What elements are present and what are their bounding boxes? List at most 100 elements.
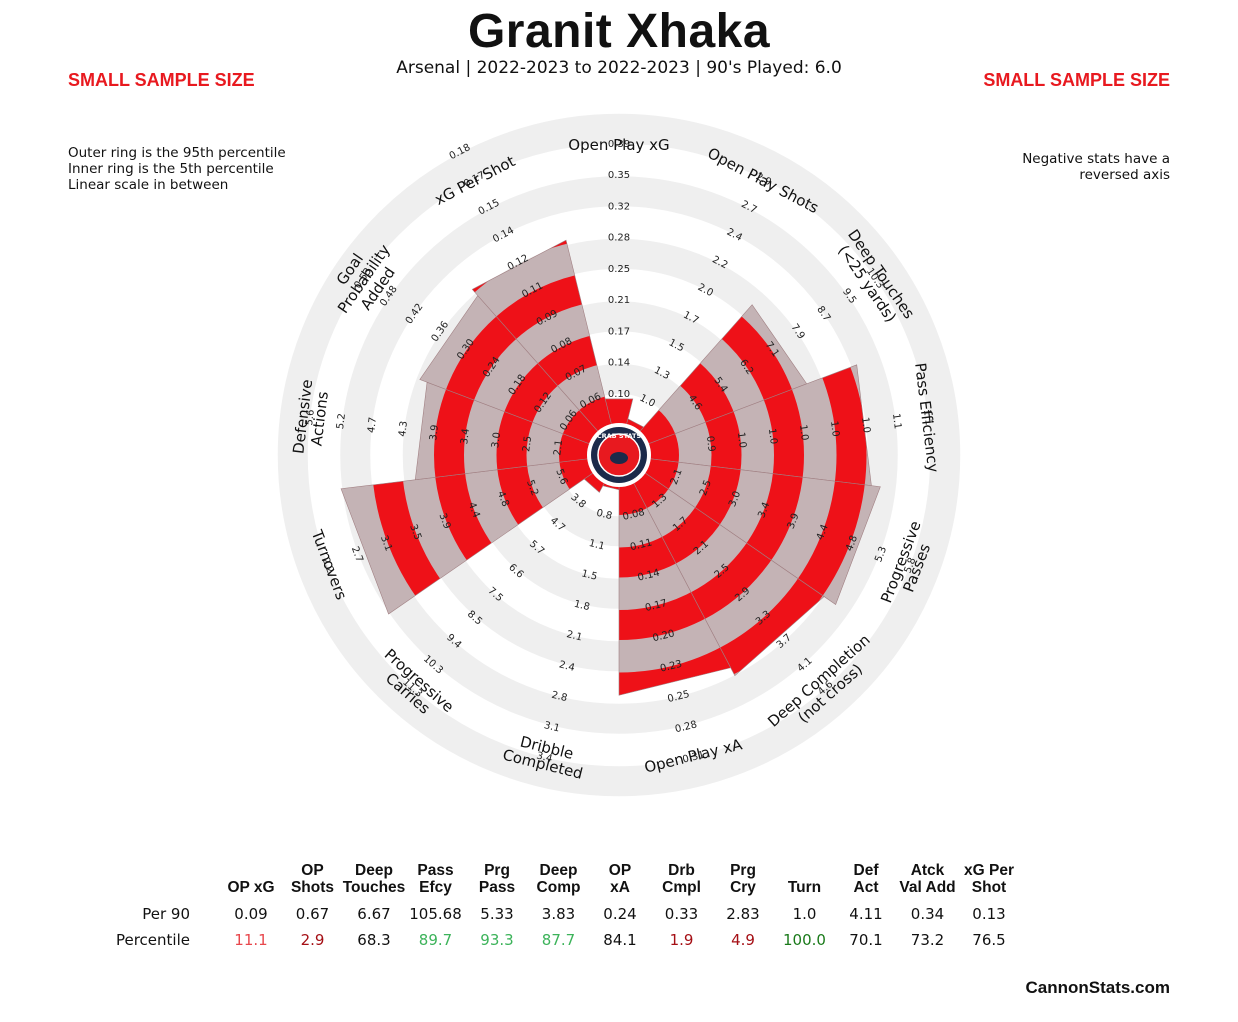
radar-slice-fill	[472, 240, 619, 455]
logo-text: CRAB STATS	[597, 432, 642, 440]
table-row-label: Per 90	[142, 905, 190, 923]
table-header: OP xA	[580, 862, 660, 896]
radar-slice-band	[559, 395, 619, 480]
radar-slice-band	[605, 398, 633, 455]
table-header: Atck Val Add	[888, 862, 968, 896]
tick-label: 0.31	[681, 750, 705, 766]
negative-stats-note-line: Negative stats have a	[1022, 151, 1170, 167]
tick-label: 0.28	[608, 233, 630, 244]
table-header-line: Shots	[290, 879, 335, 896]
negative-stats-note-line: reversed axis	[1079, 167, 1170, 183]
radar-slice	[472, 240, 619, 455]
table-header: OP xG	[211, 862, 291, 896]
tick-label: 3.1	[543, 720, 561, 734]
sample-size-warning-right: SMALL SAMPLE SIZE	[983, 70, 1170, 90]
tick-label: 4.8	[844, 534, 860, 553]
metric-label: Open Play xG	[568, 136, 669, 154]
table-cell: 105.68	[409, 905, 462, 923]
tick-label: 2.1	[565, 629, 583, 643]
table-header: xG Per Shot	[949, 862, 1029, 896]
table-cell: 2.9	[300, 931, 325, 949]
table-cell: 2.83	[726, 905, 760, 923]
table-header-line: Turn	[787, 879, 822, 896]
team-season-subtitle: Arsenal | 2022-2023 to 2022-2023 | 90's …	[396, 58, 842, 78]
tick-label: 3.5	[407, 523, 423, 542]
tick-label: 2.5	[521, 435, 534, 452]
table-cell: 76.5	[972, 931, 1006, 949]
radar-slice	[619, 364, 872, 486]
radar-slice-band	[434, 382, 619, 480]
tick-label: 2.5	[698, 479, 714, 498]
tick-label: 0.14	[608, 358, 630, 369]
tick-label: 4.7	[366, 417, 379, 434]
tick-label: 1.1	[890, 413, 903, 430]
radar-slice-band	[619, 364, 742, 486]
table-header-line: Val Add	[899, 879, 956, 896]
table-cell: 0.09	[234, 905, 268, 923]
tick-label: 0.35	[608, 170, 630, 181]
negative-stats-note: Negative stats have a reversed axis	[1022, 151, 1170, 183]
radar-slice	[619, 304, 807, 455]
radar-slice	[619, 455, 881, 605]
table-header: Deep Touches	[334, 862, 414, 896]
tick-label: 1.0	[859, 417, 872, 434]
radar-slice-band	[619, 395, 679, 486]
radar-slice	[341, 455, 619, 615]
table-cell: 5.33	[480, 905, 514, 923]
radar-slice-outline	[471, 239, 620, 456]
table-header: Def Act	[826, 862, 906, 896]
tick-label: 3.4	[459, 428, 472, 445]
tick-label: 2.7	[349, 545, 365, 564]
table-header: Drb Cmpl	[642, 862, 722, 896]
site-credit: CannonStats.com	[1025, 978, 1170, 997]
table-header-line: Atck	[910, 862, 945, 879]
tick-label: 4.3	[397, 420, 410, 437]
tick-label: 1.0	[828, 420, 841, 437]
scale-note-line: Inner ring is the 5th percentile	[68, 161, 274, 177]
tick-label: 0.11	[629, 537, 653, 553]
tick-label: 0.8	[595, 508, 613, 522]
table-cell: 0.24	[603, 905, 637, 923]
background-ring	[340, 176, 898, 734]
tick-label: 3.4	[535, 750, 553, 764]
table-header-line: xG Per	[964, 862, 1014, 879]
radar-slice-outline	[618, 454, 732, 696]
table-header-line: Deep	[539, 862, 578, 879]
table-cell: 11.1	[234, 931, 268, 949]
radar-slices	[340, 239, 881, 696]
background-ring	[277, 113, 961, 797]
tick-label: 0.08	[622, 507, 646, 523]
tick-label: 1.0	[735, 432, 748, 449]
tick-label: 0.9	[704, 435, 717, 452]
tick-label: 2.2	[320, 556, 336, 575]
metric-label-line: Open Play xG	[568, 136, 669, 154]
table-header: Prg Pass	[457, 862, 537, 896]
tick-label: 4.8	[495, 490, 511, 509]
table-header-line: OP	[608, 862, 632, 879]
table-header: Pass Efcy	[396, 862, 476, 896]
tick-label: 0.17	[608, 326, 630, 337]
radar-slice-band	[496, 382, 619, 480]
table-cell: 73.2	[910, 931, 945, 949]
table-header: Prg Cry	[703, 862, 783, 896]
tick-label: 3.9	[428, 424, 441, 441]
tick-label: 0.17	[644, 598, 668, 614]
table-header-line: xA	[610, 879, 630, 896]
radar-slice	[619, 455, 825, 676]
table-row-label: Percentile	[115, 931, 190, 949]
table-cell: 4.9	[731, 931, 755, 949]
tick-label: 2.8	[550, 690, 568, 704]
tick-label: 5.6	[304, 409, 317, 426]
tick-label: 5.8	[903, 556, 919, 575]
table-header-line: Deep	[355, 862, 393, 879]
radar-slice-fill	[419, 295, 619, 455]
radar-slice	[419, 295, 619, 455]
tick-label: 3.0	[727, 490, 743, 509]
table-cell: 0.13	[972, 905, 1006, 923]
tick-label: 1.0	[766, 428, 779, 445]
crab-icon	[610, 452, 628, 464]
tick-label: 1.8	[573, 599, 591, 613]
table-header-line: Drb	[668, 862, 695, 879]
radar-slice	[619, 455, 731, 696]
tick-label: 5.6	[553, 468, 569, 487]
